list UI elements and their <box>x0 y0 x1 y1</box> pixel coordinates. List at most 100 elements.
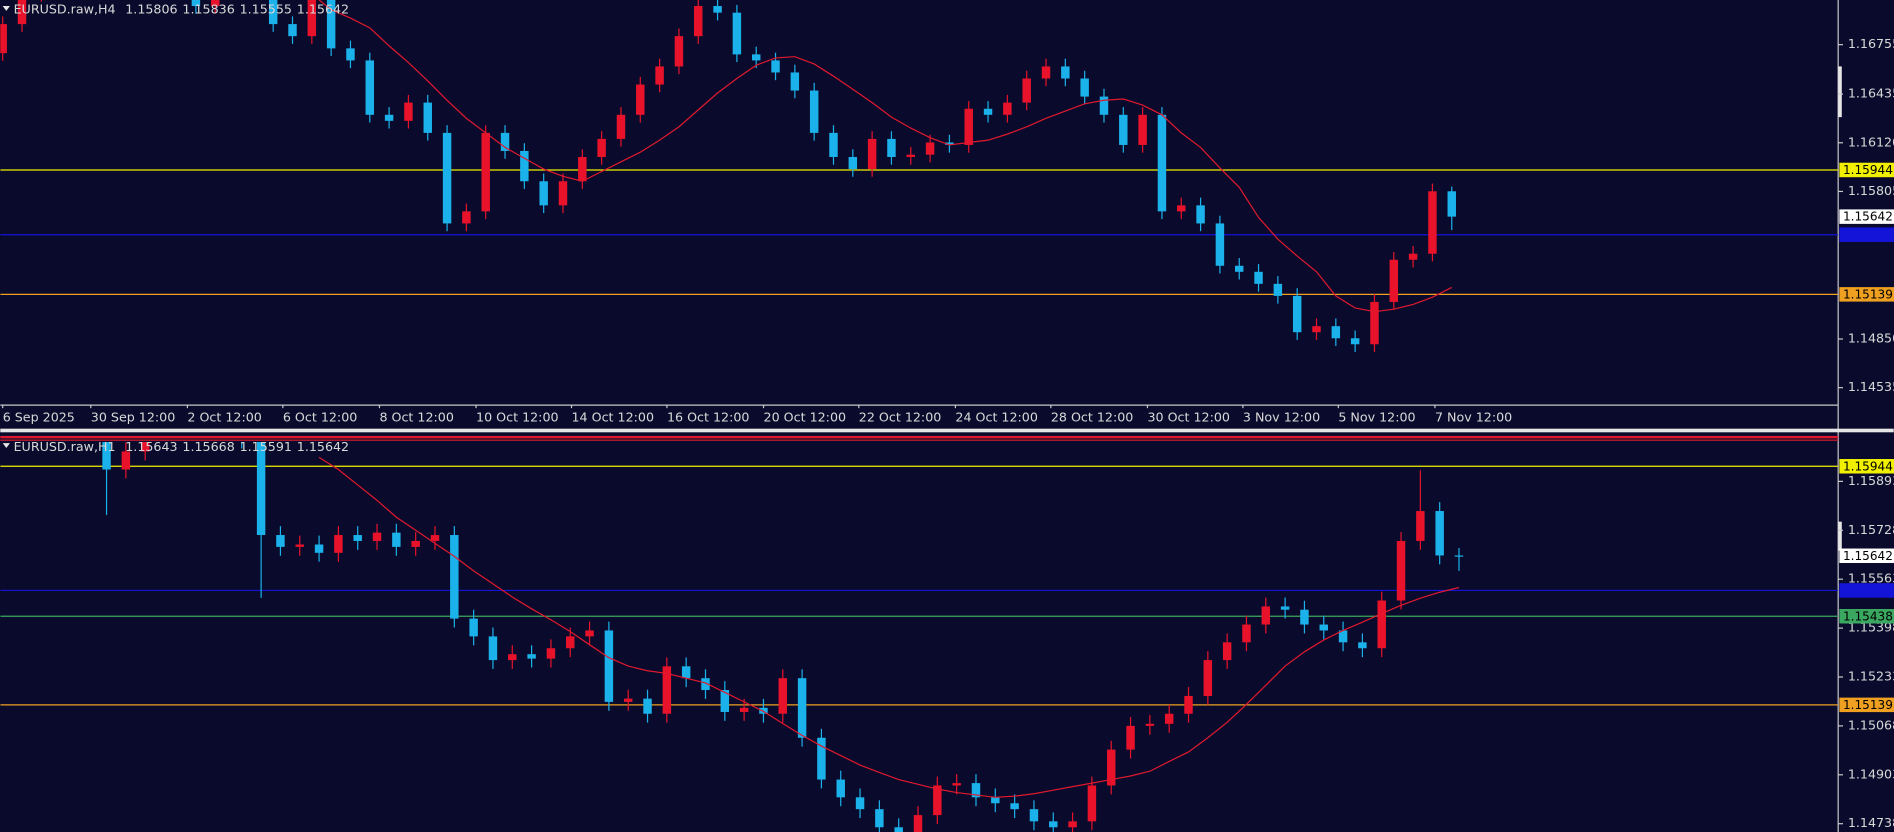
candle-body <box>450 535 459 619</box>
candle-body <box>1319 624 1328 631</box>
candle-body <box>867 138 877 170</box>
candle-body <box>1377 600 1386 649</box>
level-label: 1.15139 <box>1843 698 1893 712</box>
candle-body <box>1138 114 1147 145</box>
candle-body <box>732 12 742 55</box>
candle-body <box>1029 809 1039 822</box>
current-price-box <box>1839 209 1894 224</box>
candle-body <box>295 544 304 547</box>
candle-body <box>1087 785 1097 822</box>
candle-body <box>1292 295 1302 333</box>
candle-body <box>836 779 845 798</box>
collapse-icon <box>2 6 10 11</box>
candle-body <box>887 138 896 157</box>
candle-body <box>906 154 915 157</box>
candle-body <box>751 54 761 61</box>
candle-body <box>681 666 691 679</box>
y-tick-label: 1.15563 <box>1848 571 1894 586</box>
candle-body <box>1215 223 1225 266</box>
candle-body <box>1273 283 1283 296</box>
candle-body <box>1428 191 1437 254</box>
y-tick-label: 1.15728 <box>1848 522 1894 537</box>
candle-body <box>855 797 865 810</box>
candle-body <box>797 678 807 738</box>
candle-body <box>848 156 858 170</box>
x-tick-label: 24 Oct 12:00 <box>955 409 1038 424</box>
x-tick-label: 30 Sep 12:00 <box>91 409 175 424</box>
y-tick-label: 1.15068 <box>1848 717 1894 732</box>
candle-body <box>1280 606 1290 610</box>
moving-average <box>318 0 1453 313</box>
candle-body <box>353 535 362 541</box>
candle-body <box>720 690 730 712</box>
candle-body <box>1022 78 1031 103</box>
candle-body <box>604 630 614 702</box>
candle-body <box>423 102 432 133</box>
candle-body <box>1235 265 1244 272</box>
candle-body <box>442 132 452 224</box>
candle-body <box>256 441 266 536</box>
candle-body <box>1222 642 1232 661</box>
candle-body <box>462 211 471 224</box>
candle-body <box>102 441 111 470</box>
candle-body <box>616 114 626 139</box>
y-tick-label: 1.16755 <box>1848 36 1894 51</box>
candle-body <box>1003 102 1012 115</box>
candle-body <box>488 636 498 661</box>
y-tick-label: 1.14738 <box>1848 815 1894 830</box>
candle-body <box>1145 723 1155 726</box>
ohlc-high: 1.15668 <box>182 438 234 453</box>
candle-body <box>662 666 672 714</box>
ohlc-open: 1.15643 <box>125 438 177 453</box>
candle-body <box>1408 253 1418 260</box>
candle-body <box>636 84 645 115</box>
level-label: 1.15139 <box>1843 287 1893 301</box>
candle-body <box>1099 96 1109 115</box>
axis-area: 1.16755 1.16435 1.16120 1.15805 1.14850 1.145… <box>2 1 1894 424</box>
candle-body <box>1261 606 1271 625</box>
chart-header: EURUSD.raw,H1 1.15643 1.15668 1.15591 1.1564… <box>14 438 350 453</box>
level-label-box <box>1839 287 1894 302</box>
x-tick-label: 28 Oct 12:00 <box>1051 409 1134 424</box>
candle-body <box>384 114 394 121</box>
candle-body <box>288 24 297 37</box>
x-tick-label: 3 Nov 12:00 <box>1243 409 1320 424</box>
y-tick-label: 1.16120 <box>1848 134 1894 149</box>
candle-body <box>140 441 150 452</box>
y-tick-label: 1.15233 <box>1848 668 1894 683</box>
candle-body <box>558 181 568 206</box>
candle-body <box>1454 555 1464 557</box>
candle-body <box>481 132 490 212</box>
scroll-marker <box>1838 66 1842 118</box>
candle-body <box>1300 609 1309 625</box>
ohlc-low: 1.15555 <box>240 1 292 16</box>
candle-body <box>694 6 703 37</box>
moving-average <box>318 456 1460 798</box>
candle-body <box>913 815 923 832</box>
selection-border <box>0 439 1839 441</box>
candle-body <box>411 540 420 547</box>
candle-body <box>964 108 973 145</box>
candle-body <box>578 156 587 182</box>
candle-body <box>597 138 606 157</box>
x-tick-label: 5 Nov 12:00 <box>1338 409 1415 424</box>
candle-body <box>894 827 903 832</box>
candle-body <box>952 783 961 786</box>
candle-body <box>268 0 278 25</box>
x-tick-label: 30 Oct 12:00 <box>1147 409 1230 424</box>
candle-body <box>1010 803 1019 810</box>
candle-body <box>276 535 285 547</box>
candle-body <box>790 72 800 91</box>
candle-body <box>1338 630 1348 643</box>
x-tick-label: 20 Oct 12:00 <box>764 409 847 424</box>
candle-body <box>1370 301 1379 345</box>
x-tick-label: 8 Oct 12:00 <box>379 409 453 424</box>
candle-body <box>1254 271 1263 284</box>
candle-body <box>1358 642 1367 649</box>
candle-body <box>983 108 993 115</box>
level-label: 1.15944 <box>1843 459 1893 473</box>
y-tick-label: 1.14903 <box>1848 766 1894 781</box>
level-label-box <box>1839 583 1894 598</box>
candle-body <box>500 132 510 151</box>
